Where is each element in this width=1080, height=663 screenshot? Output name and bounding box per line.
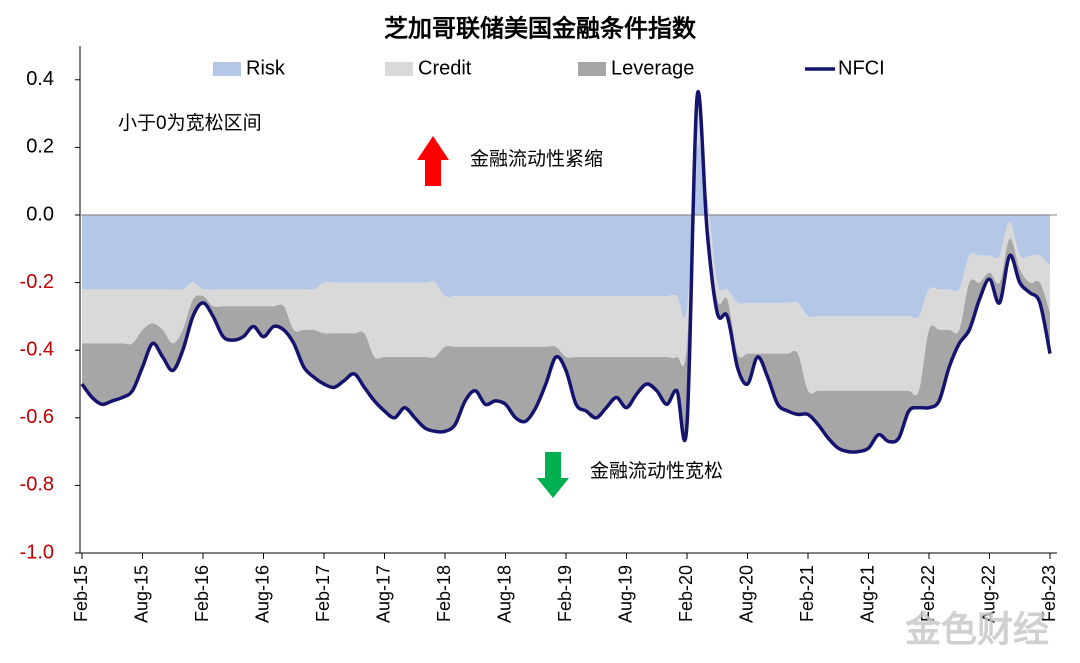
x-tick-label: Feb-19 <box>555 565 575 622</box>
y-tick-label: -0.2 <box>20 271 54 293</box>
x-tick-label: Aug-22 <box>978 565 998 623</box>
y-tick-label: -0.8 <box>20 474 54 496</box>
x-tick-label: Aug-21 <box>857 565 877 623</box>
y-tick-label: 0.2 <box>26 136 54 158</box>
y-tick-label: 0.4 <box>26 68 54 90</box>
legend-swatch <box>578 62 606 76</box>
x-tick-label: Aug-16 <box>252 565 272 623</box>
annotation: 金融流动性紧缩 <box>470 148 603 170</box>
x-tick-label: Feb-21 <box>797 565 817 622</box>
line <box>80 90 1052 454</box>
x-tick-label: Aug-17 <box>373 565 393 623</box>
watermark: 金色财经 <box>904 609 1049 650</box>
y-tick-label: 0.0 <box>26 203 54 225</box>
y-tick-label: -0.6 <box>20 406 54 428</box>
area <box>82 93 1050 396</box>
annotation: 小于0为宽松区间 <box>118 112 262 134</box>
legend-label: Risk <box>246 57 286 79</box>
legend-swatch <box>385 62 413 76</box>
y-tick-label: -1.0 <box>20 541 54 563</box>
up-arrow <box>417 136 449 186</box>
x-tick-label: Feb-23 <box>1039 565 1059 622</box>
x-tick-label: Aug-20 <box>736 565 756 623</box>
area <box>82 143 1050 319</box>
legend-label: Leverage <box>611 57 694 79</box>
x-tick-label: Feb-18 <box>434 565 454 622</box>
x-tick-label: Feb-17 <box>313 565 333 622</box>
down-arrow <box>537 452 569 498</box>
legend-swatch <box>213 62 241 76</box>
x-tick-label: Feb-22 <box>918 565 938 622</box>
annotation: 金融流动性宽松 <box>590 460 723 482</box>
x-tick-label: Aug-18 <box>494 565 514 623</box>
x-tick-label: Feb-15 <box>71 565 91 622</box>
area <box>82 91 1050 453</box>
chart-title: 芝加哥联储美国金融条件指数 <box>384 14 697 42</box>
x-tick-label: Feb-20 <box>676 565 696 622</box>
x-tick-label: Aug-19 <box>615 565 635 623</box>
x-tick-label: Feb-16 <box>192 565 212 622</box>
plot-area: -1.0 -0.8 -0.6 -0.4 -0.2 0.0 0.2 0.4 Feb-15 Aug-1… <box>20 46 1059 623</box>
legend-label: Credit <box>418 57 472 79</box>
y-tick-label: -0.4 <box>20 338 54 360</box>
x-tick-label: Aug-15 <box>131 565 151 623</box>
legend-label: NFCI <box>838 57 885 79</box>
